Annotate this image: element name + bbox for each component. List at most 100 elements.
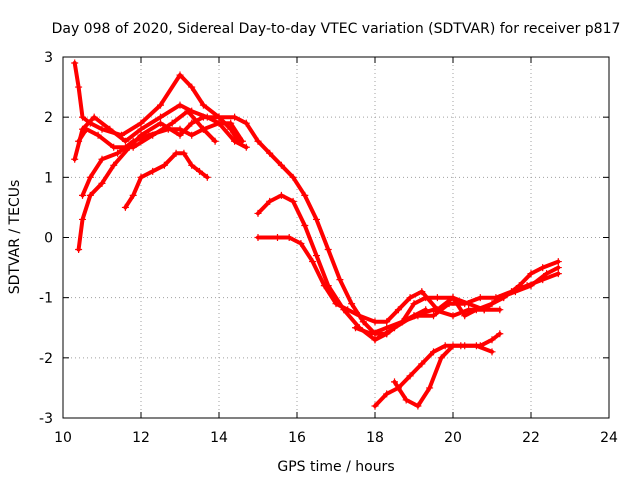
data-point (176, 131, 184, 139)
axis-ticks (62, 56, 610, 419)
data-point (461, 312, 469, 320)
data-point (106, 125, 114, 133)
data-point (383, 318, 391, 326)
data-point (554, 258, 562, 266)
data-point (254, 234, 262, 241)
data-point (430, 348, 437, 356)
x-tick-label: 12 (132, 430, 150, 446)
data-point (79, 191, 86, 199)
data-point (79, 215, 86, 223)
series-track-8 (254, 234, 504, 326)
data-point (79, 113, 86, 121)
data-point (199, 125, 207, 133)
data-point (449, 294, 457, 302)
data-point (543, 270, 551, 278)
data-point (371, 336, 379, 344)
y-tick-label: -3 (39, 411, 53, 427)
data-point (465, 306, 473, 314)
data-point (196, 167, 203, 175)
data-point (418, 288, 426, 296)
data-point (129, 191, 137, 199)
data-point (309, 258, 317, 266)
data-point (496, 294, 504, 302)
data-point (488, 348, 496, 356)
data-point (277, 191, 285, 199)
data-point (527, 270, 535, 278)
data-point (188, 119, 196, 127)
data-point (254, 137, 262, 145)
data-point (476, 342, 484, 350)
data-point (313, 252, 320, 260)
data-point (554, 264, 562, 272)
x-tick-labels: 10 12 14 16 18 20 22 24 (54, 430, 618, 446)
data-point (75, 246, 83, 254)
data-point (433, 294, 441, 302)
series-trace (123, 151, 210, 210)
data-point (371, 318, 379, 326)
data-point (199, 113, 207, 121)
data-point (344, 306, 352, 314)
data-point (160, 161, 168, 169)
data-point (199, 101, 207, 109)
data-point (75, 83, 83, 91)
data-point (285, 234, 293, 241)
data-point (180, 149, 188, 157)
data-point (410, 300, 418, 308)
y-tick-label: 0 (44, 231, 53, 247)
data-point (242, 143, 250, 151)
data-point (121, 203, 129, 211)
data-point (554, 270, 562, 278)
data-point (383, 390, 391, 398)
data-point (359, 318, 367, 326)
data-point (157, 119, 164, 127)
data-point (94, 131, 102, 139)
data-point (449, 312, 457, 320)
series-trace (392, 331, 502, 408)
series-track-6 (121, 149, 211, 211)
x-tick-label: 22 (522, 430, 540, 446)
x-tick-label: 24 (600, 430, 618, 446)
y-tick-label: -1 (39, 291, 53, 307)
data-point (71, 155, 79, 163)
data-point (98, 125, 106, 133)
data-point (137, 125, 145, 133)
data-point (383, 324, 391, 332)
data-point (188, 131, 196, 139)
data-point (231, 113, 239, 121)
data-point (266, 149, 274, 157)
y-tick-label: 2 (44, 110, 53, 126)
data-point (242, 119, 250, 127)
data-point (426, 384, 434, 392)
series-track-5 (79, 119, 246, 199)
data-point (215, 119, 223, 127)
data-point (114, 149, 122, 157)
series-track-1 (71, 59, 562, 338)
x-tick-label: 20 (444, 430, 462, 446)
data-point (324, 246, 332, 254)
data-point (121, 137, 129, 145)
data-point (289, 197, 297, 205)
data-point (348, 300, 356, 308)
data-series (71, 59, 562, 410)
x-tick-label: 14 (210, 430, 228, 446)
series-track-11 (352, 270, 562, 338)
chart-title: Day 098 of 2020, Sidereal Day-to-day VTE… (52, 21, 621, 37)
data-point (86, 173, 94, 181)
data-point (98, 179, 106, 187)
data-point (371, 402, 379, 410)
y-tick-label: 3 (44, 50, 53, 66)
data-point (184, 107, 192, 115)
x-tick-label: 18 (366, 430, 384, 446)
data-point (129, 137, 137, 145)
data-point (480, 306, 488, 314)
data-point (437, 354, 445, 362)
data-point (203, 173, 211, 181)
data-point (137, 173, 145, 181)
data-point (394, 306, 402, 314)
data-point (176, 71, 184, 79)
data-point (188, 161, 196, 169)
data-point (527, 282, 535, 290)
data-point (86, 191, 94, 199)
data-point (301, 191, 309, 199)
data-point (461, 300, 469, 308)
